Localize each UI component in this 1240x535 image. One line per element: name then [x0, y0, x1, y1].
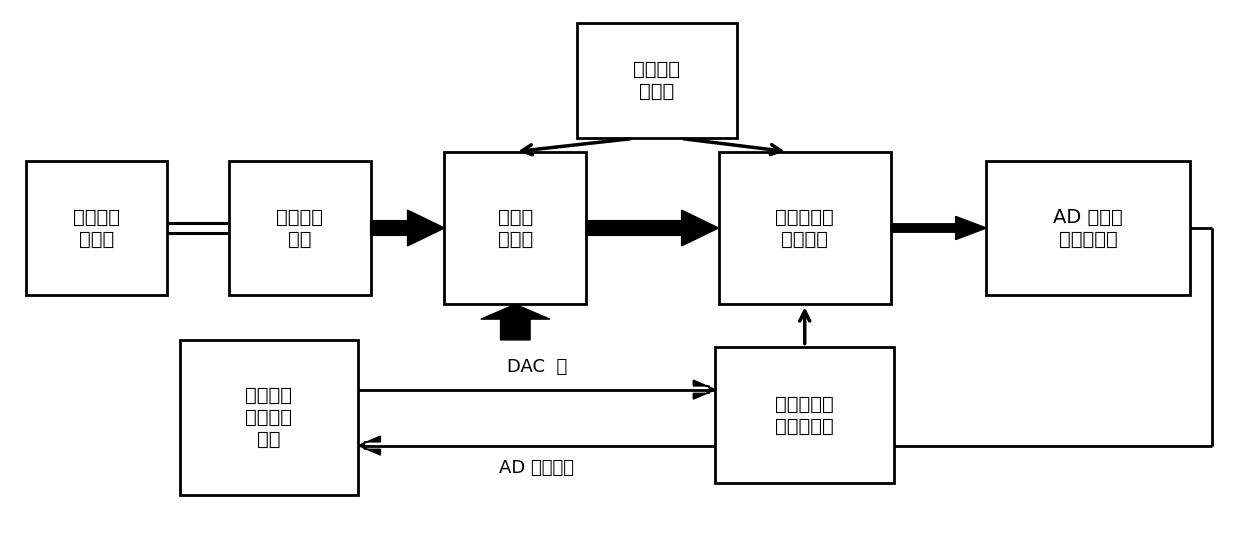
Polygon shape: [693, 380, 715, 399]
Bar: [229, 161, 371, 295]
Text: 输入偏置电
压消除电路: 输入偏置电 压消除电路: [775, 394, 835, 435]
Polygon shape: [892, 217, 987, 240]
Text: 电流转电压
放大电路: 电流转电压 放大电路: [775, 208, 835, 248]
Text: AD 范围内
的电压转换: AD 范围内 的电压转换: [1053, 208, 1123, 248]
Text: 腐蚀阵列
传感器: 腐蚀阵列 传感器: [73, 208, 120, 248]
Bar: [987, 161, 1189, 295]
Text: 单片机控
制与采样
系统: 单片机控 制与采样 系统: [246, 386, 293, 449]
Polygon shape: [358, 436, 381, 455]
Bar: [577, 22, 737, 139]
Polygon shape: [587, 210, 718, 246]
Bar: [26, 161, 167, 295]
Bar: [444, 151, 587, 304]
Text: AD 转换输入: AD 转换输入: [500, 458, 574, 477]
Text: 阵列连接
电路: 阵列连接 电路: [277, 208, 324, 248]
Text: 负电压转
换电路: 负电压转 换电路: [634, 60, 681, 101]
Bar: [180, 340, 358, 495]
Bar: [718, 151, 892, 304]
Bar: [715, 347, 894, 484]
Text: 电子切
换开关: 电子切 换开关: [497, 208, 533, 248]
Text: DAC  输: DAC 输: [507, 358, 567, 377]
Polygon shape: [371, 210, 444, 246]
Polygon shape: [481, 304, 549, 340]
